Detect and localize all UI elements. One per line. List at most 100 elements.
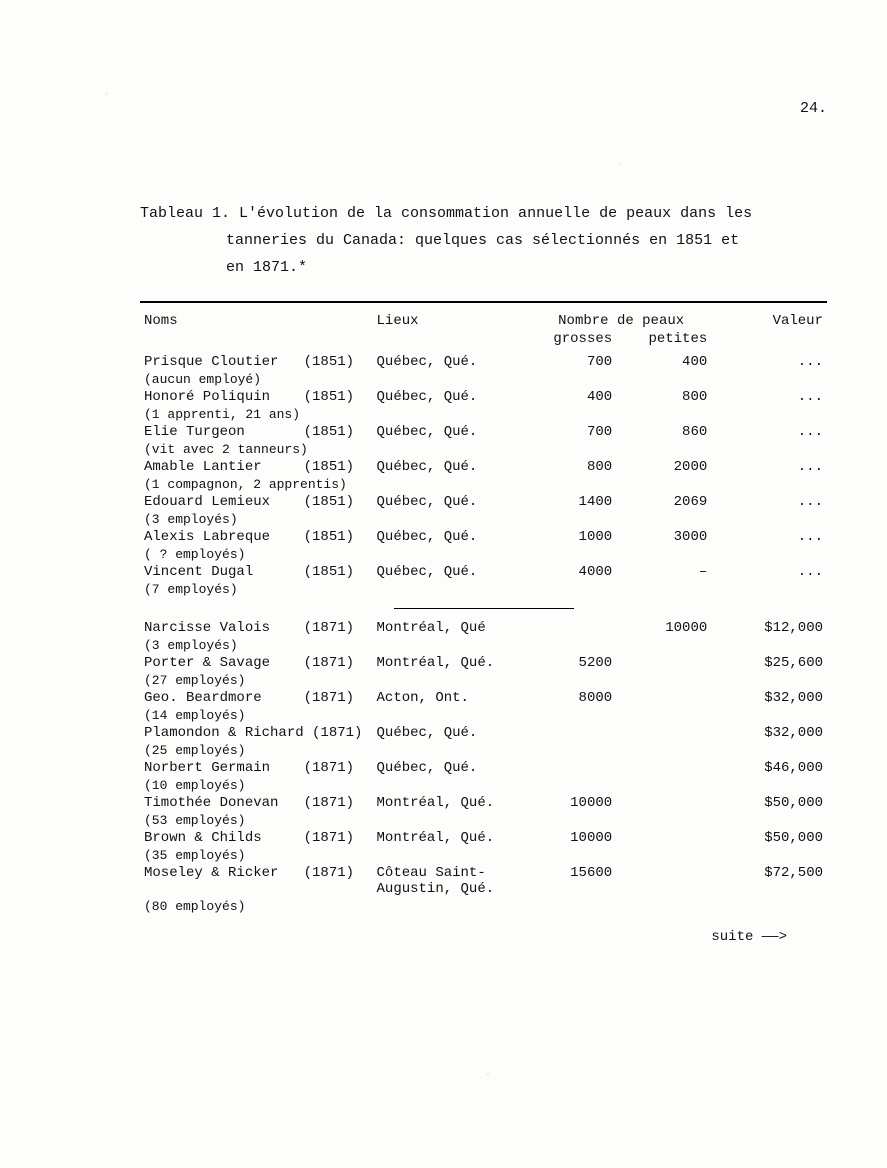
cell-petites: 3000 [626, 528, 721, 546]
cell-lieu: Québec, Qué. [373, 724, 532, 742]
table-row-sub: (27 employés) [140, 672, 827, 689]
cell-valeur: ... [721, 388, 827, 406]
table-row-sub: (10 employés) [140, 777, 827, 794]
cell-valeur: $12,000 [721, 619, 827, 637]
cell-lieu: Québec, Qué. [373, 563, 532, 581]
table-caption: Tableau 1. L'évolution de la consommatio… [140, 200, 827, 281]
cell-petites: 10000 [626, 619, 721, 637]
cell-valeur: ... [721, 353, 827, 371]
table-row-sub: (25 employés) [140, 742, 827, 759]
cell-lieu: Montréal, Qué. [373, 654, 532, 672]
table-row: Porter & Savage (1871)Montréal, Qué.5200… [140, 654, 827, 672]
table-row-sub: (53 employés) [140, 812, 827, 829]
table-row: Edouard Lemieux (1851)Québec, Qué.140020… [140, 493, 827, 511]
cell-nom: Narcisse Valois (1871) [140, 619, 373, 637]
col-valeur: Valeur [721, 309, 827, 330]
caption-line-1: Tableau 1. L'évolution de la consommatio… [140, 205, 752, 222]
cell-nom: Brown & Childs (1871) [140, 829, 373, 847]
cell-grosses: 10000 [531, 829, 626, 847]
cell-grosses: 5200 [531, 654, 626, 672]
col-nombre: Nombre de peaux [531, 309, 721, 330]
table-row-sub: (1 compagnon, 2 apprentis) [140, 476, 827, 493]
col-petites: petites [626, 330, 721, 353]
cell-sub: (25 employés) [140, 742, 827, 759]
table-row-sub: (14 employés) [140, 707, 827, 724]
table-row: Elie Turgeon (1851)Québec, Qué.700860... [140, 423, 827, 441]
cell-valeur: $25,600 [721, 654, 827, 672]
cell-nom: Plamondon & Richard (1871) [140, 724, 373, 742]
table-row: Norbert Germain (1871)Québec, Qué.$46,00… [140, 759, 827, 777]
cell-valeur: $50,000 [721, 794, 827, 812]
cell-valeur: $72,500 [721, 864, 827, 898]
cell-nom: Moseley & Ricker (1871) [140, 864, 373, 898]
cell-lieu: Québec, Qué. [373, 388, 532, 406]
table-header: Noms Lieux Nombre de peaux Valeur grosse… [140, 309, 827, 353]
cell-grosses: 8000 [531, 689, 626, 707]
table-row: Geo. Beardmore (1871)Acton, Ont.8000$32,… [140, 689, 827, 707]
table-row: Plamondon & Richard (1871)Québec, Qué. $3… [140, 724, 827, 742]
cell-grosses: 1000 [531, 528, 626, 546]
cell-petites: 2069 [626, 493, 721, 511]
cell-grosses: 700 [531, 353, 626, 371]
cell-lieu: Montréal, Qué. [373, 829, 532, 847]
cell-nom: Alexis Labreque (1851) [140, 528, 373, 546]
cell-lieu: Québec, Qué. [373, 493, 532, 511]
table-row: Amable Lantier (1851)Québec, Qué.8002000… [140, 458, 827, 476]
cell-sub: (14 employés) [140, 707, 827, 724]
cell-nom: Porter & Savage (1871) [140, 654, 373, 672]
cell-lieu: Québec, Qué. [373, 759, 532, 777]
cell-grosses: 800 [531, 458, 626, 476]
cell-lieu: Québec, Qué. [373, 423, 532, 441]
continuation-note: suite ——> [140, 929, 827, 945]
cell-lieu: Acton, Ont. [373, 689, 532, 707]
cell-sub: (10 employés) [140, 777, 827, 794]
caption-line-3: en 1871.* [140, 254, 827, 281]
table-container: Noms Lieux Nombre de peaux Valeur grosse… [140, 301, 827, 915]
cell-lieu: Québec, Qué. [373, 528, 532, 546]
section-separator [140, 598, 827, 619]
cell-petites: 400 [626, 353, 721, 371]
cell-petites [626, 794, 721, 812]
table-row-sub: (vit avec 2 tanneurs) [140, 441, 827, 458]
table-row: Alexis Labreque (1851)Québec, Qué.100030… [140, 528, 827, 546]
cell-petites: 800 [626, 388, 721, 406]
cell-petites [626, 724, 721, 742]
cell-valeur: ... [721, 563, 827, 581]
cell-sub: (53 employés) [140, 812, 827, 829]
table-row: Vincent Dugal (1851)Québec, Qué.4000–... [140, 563, 827, 581]
cell-nom: Prisque Cloutier (1851) [140, 353, 373, 371]
table-row-sub: (3 employés) [140, 637, 827, 654]
col-noms: Noms [140, 309, 373, 330]
table-row: Honoré Poliquin (1851)Québec, Qué.400800… [140, 388, 827, 406]
cell-petites: 2000 [626, 458, 721, 476]
cell-petites [626, 689, 721, 707]
cell-petites [626, 759, 721, 777]
page: 24. Tableau 1. L'évolution de la consomm… [0, 0, 887, 1168]
cell-valeur: $32,000 [721, 724, 827, 742]
table-row: Prisque Cloutier (1851)Québec, Qué.70040… [140, 353, 827, 371]
cell-lieu: Québec, Qué. [373, 353, 532, 371]
cell-valeur: ... [721, 458, 827, 476]
cell-valeur: ... [721, 493, 827, 511]
cell-grosses [531, 724, 626, 742]
cell-grosses: 700 [531, 423, 626, 441]
cell-sub: (35 employés) [140, 847, 827, 864]
cell-grosses [531, 619, 626, 637]
cell-petites [626, 654, 721, 672]
cell-sub: (80 employés) [140, 898, 827, 915]
cell-sub: (7 employés) [140, 581, 827, 598]
col-lieux: Lieux [373, 309, 532, 330]
cell-sub: (1 compagnon, 2 apprentis) [140, 476, 827, 493]
table-row-sub: (aucun employé) [140, 371, 827, 388]
table-row: Moseley & Ricker (1871)Côteau Saint- Aug… [140, 864, 827, 898]
cell-nom: Norbert Germain (1871) [140, 759, 373, 777]
cell-nom: Honoré Poliquin (1851) [140, 388, 373, 406]
table-row-sub: (1 apprenti, 21 ans) [140, 406, 827, 423]
cell-sub: (1 apprenti, 21 ans) [140, 406, 827, 423]
table-row-sub: (35 employés) [140, 847, 827, 864]
cell-sub: (aucun employé) [140, 371, 827, 388]
cell-nom: Elie Turgeon (1851) [140, 423, 373, 441]
cell-sub: (3 employés) [140, 637, 827, 654]
cell-lieu: Côteau Saint- Augustin, Qué. [373, 864, 532, 898]
cell-grosses: 1400 [531, 493, 626, 511]
